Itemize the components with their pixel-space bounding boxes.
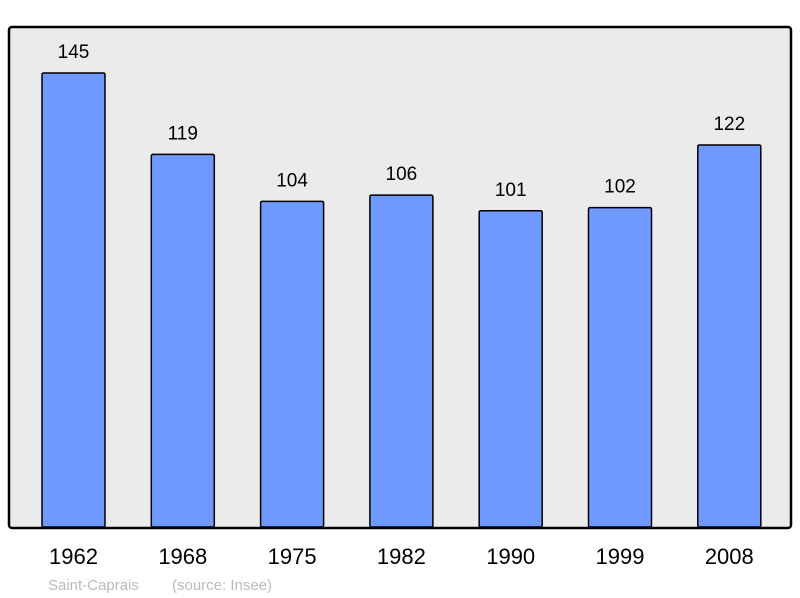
data-label-1975: 104 [276,170,308,191]
data-label-2008: 122 [713,114,745,135]
footer-place: Saint-Caprais [48,577,139,594]
x-tick-label: 1975 [268,544,317,569]
data-label-1968: 119 [168,123,198,144]
x-tick-label: 1968 [158,544,207,569]
bar-1982 [369,194,434,528]
x-tick-label: 1999 [596,544,645,569]
x-tick-label: 2008 [705,544,754,569]
x-tick-label: 1990 [486,544,535,569]
bar-1990 [478,210,543,528]
bar-2008 [697,144,762,528]
data-label-1982: 106 [386,164,418,185]
data-label-1999: 102 [604,177,636,198]
bar-1975 [259,200,325,528]
data-label-1962: 145 [58,42,90,63]
bar-1999 [587,206,653,528]
x-tick-label: 1982 [377,544,426,569]
bar-1968 [150,153,216,528]
bar-1962 [41,72,106,528]
x-tick-label: 1962 [49,544,98,569]
footer-source: (source: Insee) [172,577,272,594]
data-label-1990: 101 [495,180,527,201]
